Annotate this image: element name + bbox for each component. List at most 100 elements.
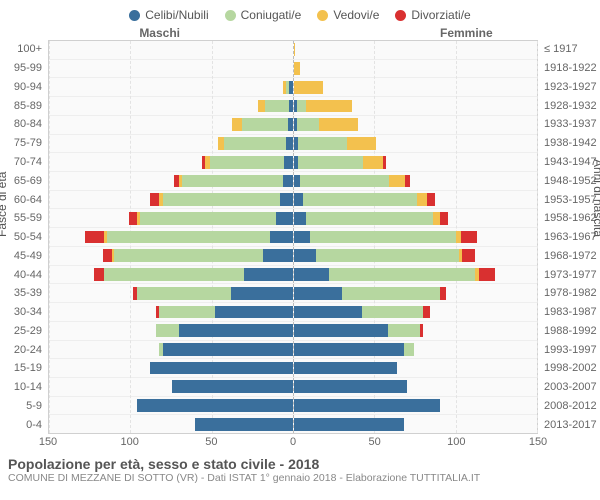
bar-segment (294, 43, 296, 56)
bar-segment (297, 118, 320, 131)
year-label: 1933-1937 (544, 115, 600, 134)
bar-segment (289, 100, 292, 113)
x-tick: 150 (529, 436, 547, 448)
age-label: 40-44 (0, 265, 42, 284)
bar-segment (294, 212, 307, 225)
year-label: 1973-1977 (544, 265, 600, 284)
bar-segment (342, 287, 439, 300)
bar-segment (329, 268, 475, 281)
bar-segment (215, 306, 293, 319)
bar-segment (294, 380, 408, 393)
male-half (49, 378, 294, 396)
female-half (294, 153, 538, 171)
female-half (294, 228, 538, 246)
female-half (294, 415, 538, 433)
bar-segment (150, 193, 160, 206)
age-label: 70-74 (0, 153, 42, 172)
year-label: 1998-2002 (544, 359, 600, 378)
bar-segment (286, 137, 292, 150)
legend-swatch (395, 10, 406, 21)
bar-segment (404, 343, 414, 356)
bar-segment (462, 249, 475, 262)
female-half (294, 116, 538, 134)
legend-item: Coniugati/e (225, 8, 302, 22)
legend: Celibi/NubiliConiugati/eVedovi/eDivorzia… (0, 0, 600, 26)
age-label: 10-14 (0, 378, 42, 397)
male-half (49, 228, 294, 246)
bar-segment (319, 118, 358, 131)
bar-segment (288, 118, 293, 131)
bar-segment (417, 193, 427, 206)
footer: Popolazione per età, sesso e stato civil… (0, 452, 600, 484)
year-label: 2013-2017 (544, 415, 600, 434)
y-axis-label-left: Fasce di età (0, 172, 9, 237)
male-half (49, 97, 294, 115)
bar-segment (389, 175, 405, 188)
x-tick: 50 (369, 436, 381, 448)
bar-segment (294, 62, 300, 75)
bar-segment (388, 324, 420, 337)
age-label: 100+ (0, 40, 42, 59)
male-half (49, 303, 294, 321)
bar-segment (242, 118, 287, 131)
x-tick: 0 (290, 436, 296, 448)
bar-segment (263, 249, 292, 262)
bar-segment (107, 231, 269, 244)
bar-segment (294, 362, 398, 375)
male-half (49, 172, 294, 190)
chart-subtitle: COMUNE DI MEZZANE DI SOTTO (VR) - Dati I… (8, 472, 592, 484)
pyramid-row (49, 97, 537, 116)
age-label: 20-24 (0, 340, 42, 359)
pyramid-plot (48, 40, 538, 434)
female-half (294, 78, 538, 96)
x-tick: 150 (39, 436, 57, 448)
male-half (49, 341, 294, 359)
age-label: 0-4 (0, 415, 42, 434)
female-half (294, 341, 538, 359)
gender-header: Maschi Femmine (0, 26, 600, 40)
bar-segment (479, 268, 495, 281)
bar-segment (140, 212, 276, 225)
bar-segment (231, 287, 293, 300)
male-half (49, 78, 294, 96)
female-half (294, 322, 538, 340)
male-half (49, 135, 294, 153)
year-label: 1968-1972 (544, 246, 600, 265)
pyramid-row (49, 378, 537, 397)
female-half (294, 60, 538, 78)
bar-segment (300, 175, 389, 188)
x-axis: 15010050050100150 (0, 434, 600, 452)
pyramid-row (49, 228, 537, 247)
y-axis-label-right: Anni di nascita (591, 159, 600, 237)
female-half (294, 209, 538, 227)
pyramid-row (49, 78, 537, 97)
legend-swatch (225, 10, 236, 21)
bar-segment (427, 193, 435, 206)
bar-segment (303, 193, 417, 206)
pyramid-row (49, 60, 537, 79)
bar-segment (104, 268, 244, 281)
bar-segment (294, 268, 330, 281)
bar-segment (289, 81, 292, 94)
legend-item: Vedovi/e (317, 8, 379, 22)
pyramid-row (49, 172, 537, 191)
bar-segment (103, 249, 113, 262)
bar-segment (129, 212, 137, 225)
pyramid-row (49, 341, 537, 360)
male-half (49, 359, 294, 377)
year-label: 1993-1997 (544, 340, 600, 359)
male-half (49, 60, 294, 78)
bar-segment (280, 193, 293, 206)
male-half (49, 415, 294, 433)
bar-segment (172, 380, 292, 393)
bar-segment (294, 287, 343, 300)
age-label: 25-29 (0, 321, 42, 340)
legend-item: Celibi/Nubili (129, 8, 208, 22)
bar-segment (294, 81, 323, 94)
bar-segment (244, 268, 293, 281)
pyramid-row (49, 153, 537, 172)
bar-segment (195, 418, 292, 431)
year-label: 2003-2007 (544, 378, 600, 397)
age-label: 80-84 (0, 115, 42, 134)
year-label: 1938-1942 (544, 134, 600, 153)
